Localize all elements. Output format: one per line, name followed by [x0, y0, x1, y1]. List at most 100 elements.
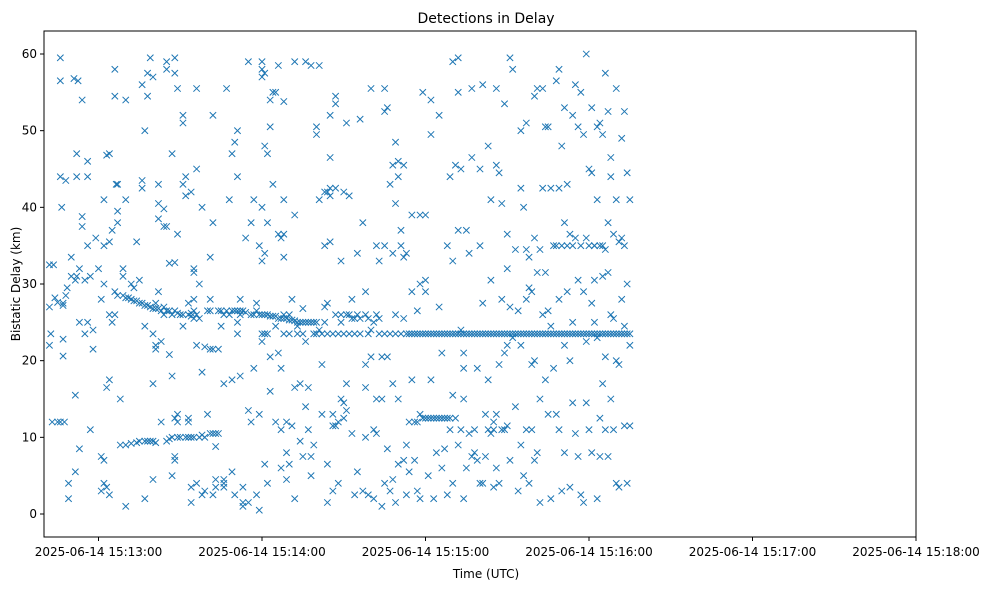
data-point-marker [370, 318, 378, 326]
data-point-marker [282, 475, 291, 484]
data-point-marker [122, 502, 130, 510]
data-point-marker [375, 330, 383, 338]
data-point-marker [326, 238, 334, 246]
data-point-marker [307, 472, 315, 480]
data-point-marker [506, 54, 514, 62]
data-point-marker [236, 295, 244, 303]
data-point-marker [277, 364, 285, 372]
data-point-marker [105, 491, 113, 499]
data-point-marker [58, 203, 66, 211]
data-point-marker [75, 445, 83, 453]
data-point-marker [111, 288, 119, 296]
data-point-marker [438, 330, 446, 338]
data-point-marker [89, 345, 97, 353]
data-point-marker [252, 299, 261, 307]
data-point-marker [487, 429, 495, 438]
data-point-marker [212, 429, 220, 438]
data-point-marker [252, 307, 261, 315]
data-point-marker [269, 312, 277, 320]
data-point-marker [449, 391, 457, 399]
data-point-marker [291, 58, 299, 66]
data-point-marker [266, 123, 274, 131]
data-point-marker [184, 433, 192, 441]
data-point-marker [454, 441, 462, 449]
data-point-marker [171, 414, 179, 422]
x-tick-label: 2025-06-14 15:14:00 [198, 545, 325, 559]
data-point-marker [71, 391, 79, 399]
data-point-marker [277, 314, 285, 323]
data-point-marker [190, 295, 198, 303]
data-point-marker [49, 261, 58, 269]
data-point-marker [291, 383, 299, 392]
data-point-marker [517, 127, 525, 135]
data-point-marker [451, 330, 460, 338]
data-point-marker [231, 138, 239, 146]
data-point-marker [544, 410, 552, 418]
x-axis: 2025-06-14 15:13:00 2025-06-14 15:14:00 20… [35, 537, 980, 559]
data-point-marker [492, 410, 500, 418]
data-point-marker [539, 84, 547, 93]
data-point-marker [386, 330, 394, 338]
data-point-marker [119, 265, 127, 273]
data-point-marker [250, 364, 258, 372]
data-point-marker [416, 211, 424, 219]
data-point-marker [252, 491, 261, 499]
data-point-marker [454, 88, 462, 96]
data-point-marker [206, 429, 214, 438]
data-point-marker [152, 299, 160, 307]
data-point-marker [146, 54, 154, 62]
data-point-marker [596, 119, 604, 127]
data-point-marker [566, 330, 574, 338]
data-point-marker [370, 495, 378, 503]
data-point-marker [157, 307, 165, 315]
data-point-marker [242, 234, 250, 242]
data-point-marker [525, 253, 533, 261]
data-point-marker [511, 245, 519, 254]
data-point-marker [571, 330, 579, 338]
data-point-marker [536, 498, 544, 507]
data-point-marker [228, 307, 236, 315]
data-point-marker [609, 230, 618, 238]
data-point-marker [304, 383, 312, 392]
data-point-marker [176, 433, 184, 441]
data-point-marker [599, 272, 607, 280]
data-point-marker [601, 330, 609, 338]
data-point-marker [209, 219, 217, 227]
data-point-marker [92, 234, 100, 242]
data-point-marker [138, 81, 146, 89]
data-point-marker [332, 422, 340, 430]
data-point-marker [198, 203, 206, 211]
data-point-marker [612, 479, 620, 487]
data-point-marker [310, 441, 318, 449]
data-point-marker [179, 180, 187, 188]
data-point-marker [427, 414, 435, 422]
chart-title: Detections in Delay [417, 11, 554, 27]
data-point-marker [103, 483, 111, 491]
data-point-marker [111, 92, 119, 100]
data-point-marker [607, 395, 615, 403]
data-point-marker [266, 96, 274, 104]
data-point-marker [282, 418, 291, 426]
data-point-marker [323, 188, 331, 196]
data-point-marker [503, 230, 511, 238]
data-point-marker [353, 311, 361, 319]
data-point-marker [160, 205, 168, 213]
data-point-marker [105, 376, 113, 384]
data-point-marker [62, 291, 70, 300]
y-tick-label: 60 [22, 47, 37, 61]
data-point-marker [149, 73, 157, 81]
data-point-marker [258, 65, 266, 73]
data-point-marker [566, 230, 574, 238]
data-point-marker [47, 330, 55, 338]
data-point-marker [465, 249, 473, 257]
data-point-marker [263, 219, 272, 227]
data-point-marker [394, 395, 402, 403]
data-point-marker [337, 395, 345, 403]
data-point-marker [574, 330, 582, 338]
data-point-marker [149, 380, 157, 388]
data-point-marker [269, 88, 277, 96]
data-point-marker [337, 257, 345, 265]
data-point-marker [449, 257, 457, 265]
data-point-marker [195, 314, 203, 323]
data-point-marker [141, 322, 149, 330]
